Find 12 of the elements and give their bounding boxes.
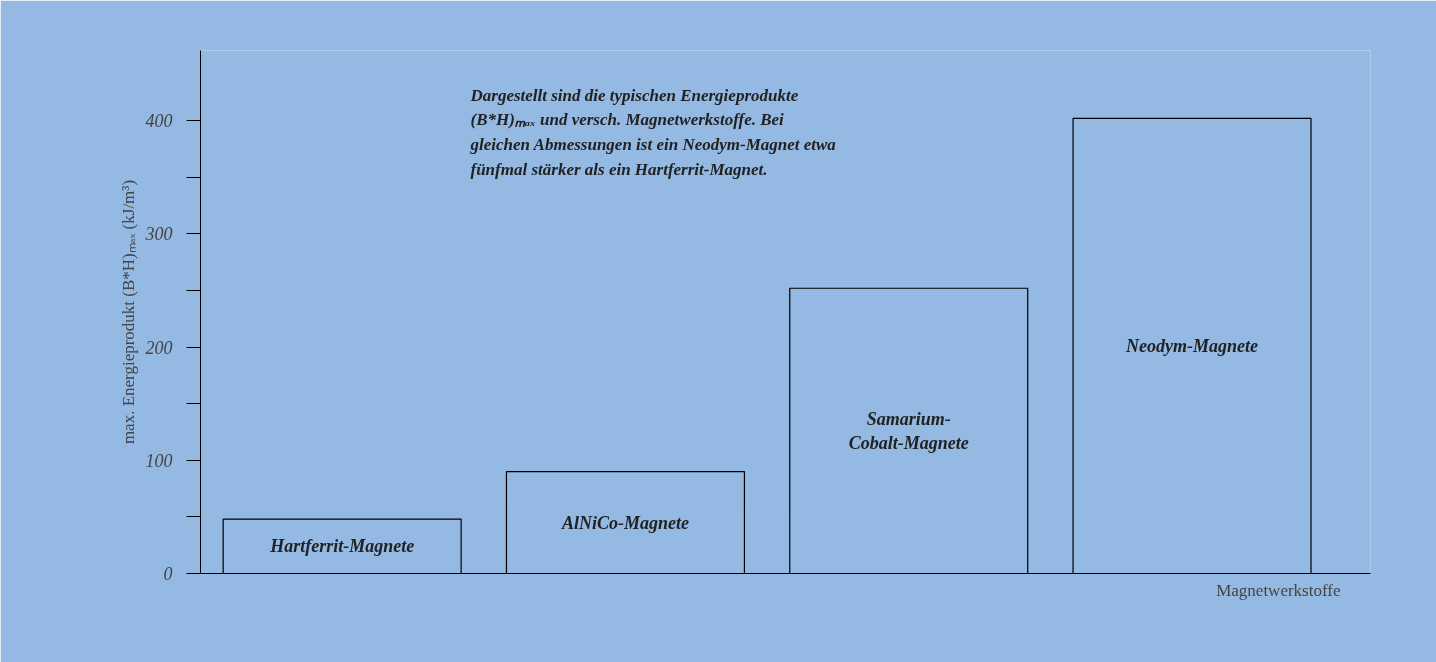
annotation: Dargestellt sind die typischen Energieprodukte (B*H)ₘₐₓ und versch. Magnetwerkstoffe. Bei gleichen Abmessungen ist ein Neodym-Magnet etwa fünfmal stärker als ein Hartferrit-Magnet. [469, 85, 837, 179]
y-tick-label: 200 [145, 337, 173, 358]
x-tick-label: Samarium-Cobalt-Magnete [848, 408, 969, 453]
x-tick-label: Neodym-Magnete [1125, 335, 1259, 356]
y-tick-label: 300 [144, 224, 173, 245]
x-tick-label: Hartferrit-Magnete [269, 536, 415, 557]
y-tick-label: 0 [163, 564, 173, 584]
y-tick-label: 400 [145, 111, 173, 132]
y-tick-label: 100 [145, 450, 173, 471]
y-axis-title: max. Energieprodukt (B*H)ₘₐₓ (kJ/m³) [118, 179, 138, 445]
x-axis-title: Magnetwerkstoffe [1216, 580, 1341, 600]
x-tick-label: AlNiCo-Magnete [560, 512, 689, 533]
